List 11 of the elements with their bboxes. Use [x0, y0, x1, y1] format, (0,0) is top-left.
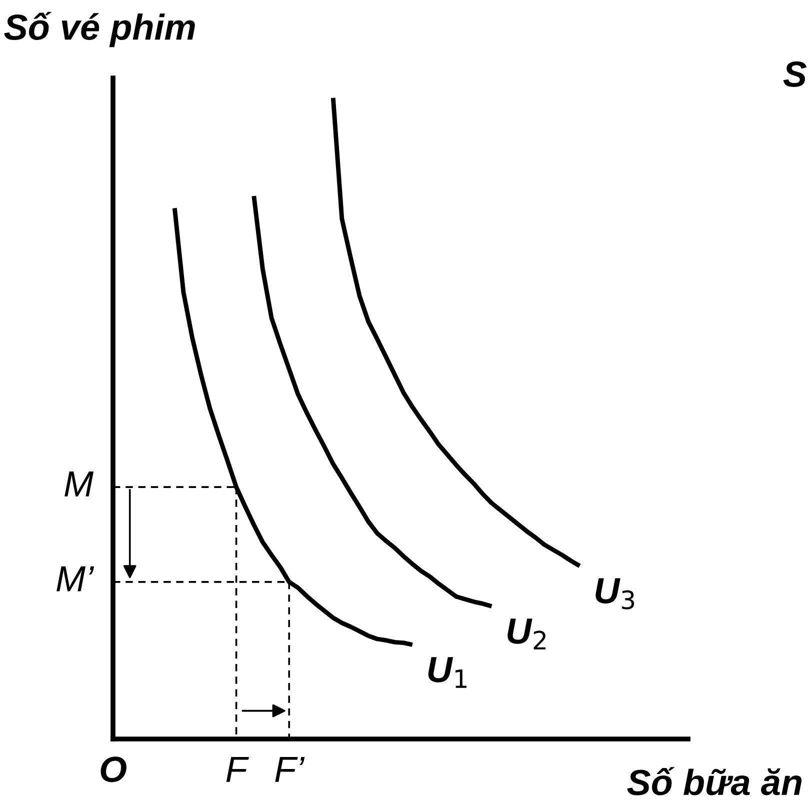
series-label: U$_{2}$	[508, 618, 546, 650]
x-axis-title: Số bữa ăn	[627, 767, 802, 796]
text: M	[64, 472, 94, 496]
text: S	[783, 61, 807, 87]
x-tick-label: O	[100, 756, 126, 782]
series-label: U$_{3}$	[596, 578, 634, 610]
series-label: U$_{1}$	[428, 657, 466, 688]
x-tick-label: F	[226, 756, 249, 782]
y-axis-title: Số vé phim	[4, 12, 195, 48]
x-tick-label: F’	[275, 756, 305, 782]
text: M’	[56, 566, 94, 592]
